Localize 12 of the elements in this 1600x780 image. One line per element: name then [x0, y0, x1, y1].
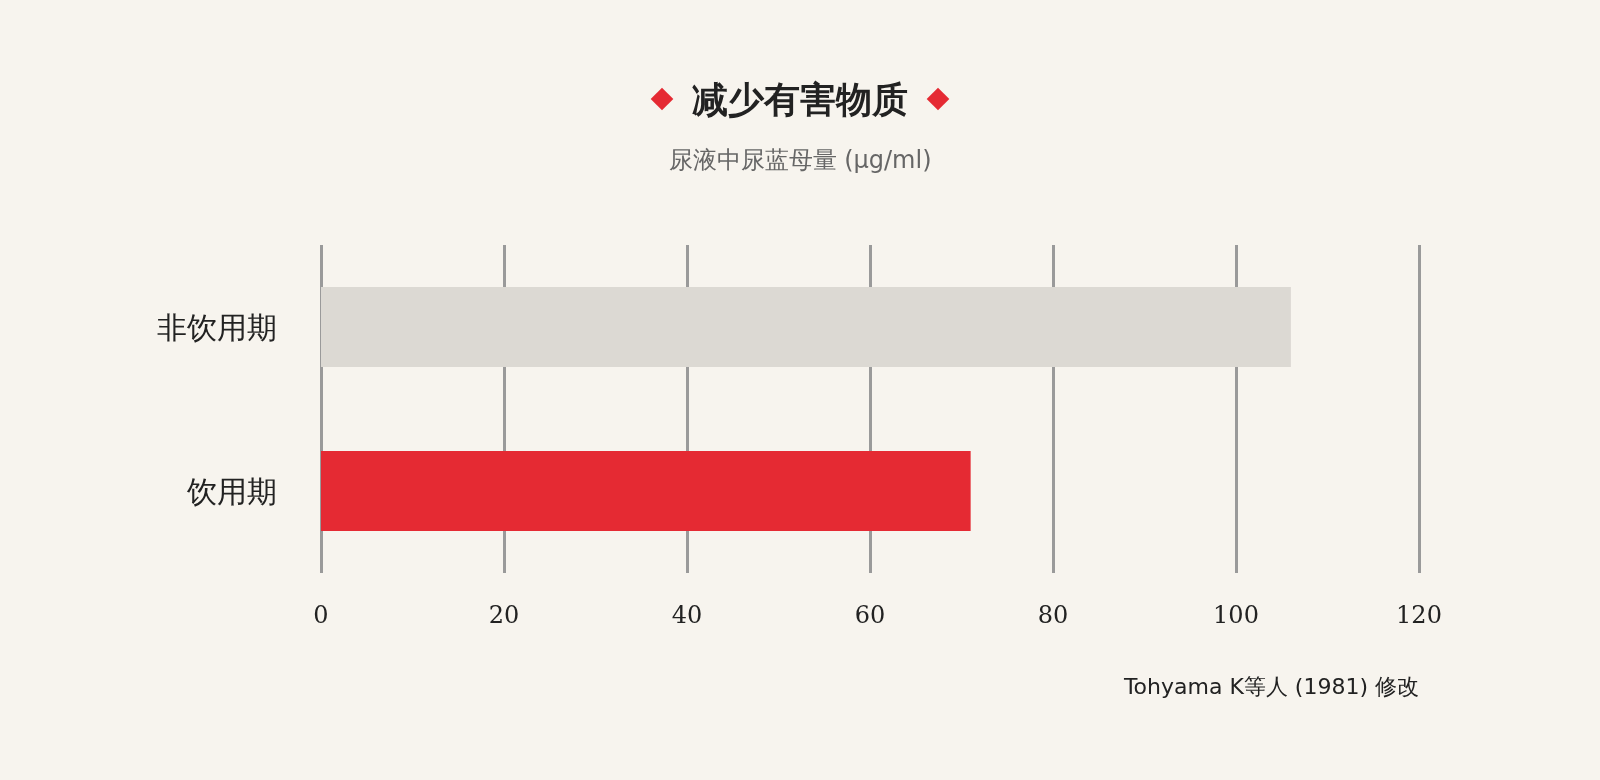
y-tick-label: 非饮用期: [157, 309, 277, 345]
x-tick-label: 120: [1396, 601, 1442, 629]
x-tick-label: 60: [854, 601, 886, 629]
x-tick-label: 100: [1213, 601, 1259, 629]
y-tick-label: 饮用期: [186, 473, 277, 509]
x-tick-label: 80: [1037, 601, 1069, 629]
text: Tohyama K等人 (1981) 修改: [1123, 673, 1419, 701]
chart-subtitle: 尿液中尿蓝母量 (μg/ml): [667, 145, 933, 176]
chart-title: 减少有害物质: [692, 78, 908, 120]
x-tick-label: 0: [313, 601, 329, 629]
x-tick-label: 20: [488, 601, 520, 629]
x-tick-label: 40: [671, 601, 703, 629]
